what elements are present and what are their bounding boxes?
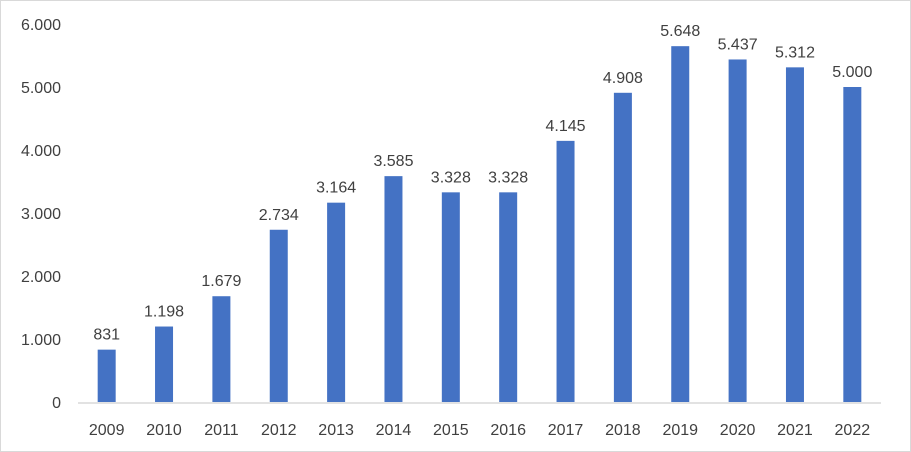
data-label: 5.312 [775, 44, 815, 61]
x-tick-label: 2012 [261, 422, 297, 439]
x-tick-label: 2013 [318, 422, 354, 439]
data-label: 4.145 [546, 118, 586, 135]
bar [384, 176, 403, 402]
x-tick-label: 2018 [605, 422, 641, 439]
y-tick-label: 1.000 [21, 332, 61, 349]
x-tick-label: 2009 [89, 422, 125, 439]
bar [556, 140, 575, 403]
bar [97, 349, 116, 402]
data-label: 831 [93, 327, 120, 344]
y-tick-label: 4.000 [21, 143, 61, 160]
data-label: 3.164 [316, 180, 356, 197]
x-tick-label: 2010 [146, 422, 182, 439]
x-tick-label: 2020 [720, 422, 756, 439]
x-tick-label: 2014 [376, 422, 412, 439]
data-label: 5.437 [718, 36, 758, 53]
y-tick-label: 6.000 [21, 17, 61, 34]
x-tick-label: 2017 [548, 422, 584, 439]
x-tick-label: 2021 [777, 422, 813, 439]
bar [499, 192, 518, 402]
x-tick-label: 2016 [490, 422, 526, 439]
bar [155, 326, 174, 402]
data-label: 1.679 [201, 273, 241, 290]
y-tick-label: 2.000 [21, 269, 61, 286]
bar [613, 92, 632, 403]
bar [728, 59, 747, 403]
data-label: 5.000 [832, 64, 872, 81]
bar [843, 87, 862, 402]
bar [212, 296, 231, 402]
x-tick-label: 2019 [662, 422, 698, 439]
data-label: 2.734 [259, 207, 299, 224]
y-tick-label: 3.000 [21, 206, 61, 223]
data-label: 3.328 [431, 169, 471, 186]
data-label: 1.198 [144, 304, 184, 321]
data-label: 5.648 [660, 23, 700, 40]
bar [671, 46, 690, 403]
bar [785, 67, 804, 403]
x-tick-label: 2022 [835, 422, 871, 439]
data-label: 4.908 [603, 70, 643, 87]
x-tick-label: 2011 [204, 422, 239, 439]
data-label: 3.585 [373, 153, 413, 170]
data-label: 3.328 [488, 169, 528, 186]
x-tick-label: 2015 [433, 422, 469, 439]
bar [441, 192, 460, 402]
bar [269, 229, 288, 402]
y-tick-label: 0 [52, 395, 61, 412]
y-tick-label: 5.000 [21, 80, 61, 97]
bar [327, 202, 346, 402]
